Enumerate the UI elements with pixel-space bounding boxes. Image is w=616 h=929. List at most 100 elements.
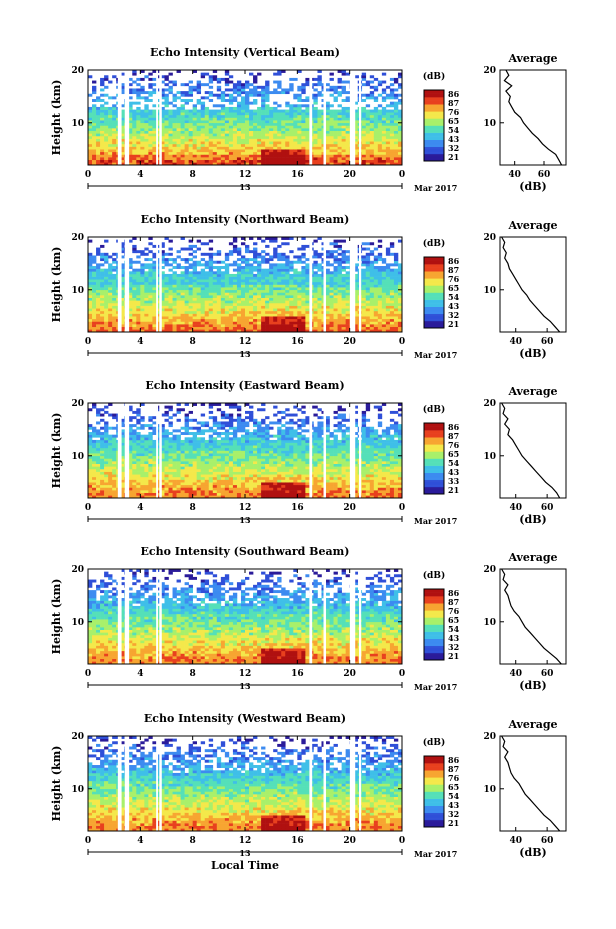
data-gap — [156, 735, 159, 832]
colorbar-segment — [424, 299, 444, 302]
colorbar-tick-label: 21 — [448, 319, 459, 329]
colorbar-segment — [424, 320, 444, 323]
colorbar-segment — [424, 786, 444, 789]
profile-y-tick-label: 20 — [483, 233, 496, 243]
x-tick-label: 0 — [399, 836, 405, 846]
colorbar-segment — [424, 589, 444, 592]
data-gap — [117, 402, 122, 499]
colorbar-segment — [424, 146, 444, 149]
colorbar-title: (dB) — [423, 71, 445, 82]
data-gap — [117, 735, 122, 832]
x-tick-label: 20 — [343, 669, 356, 679]
colorbar-segment — [424, 104, 444, 107]
profile-x-tick-label: 40 — [509, 669, 522, 679]
profile-frame — [499, 402, 567, 499]
x-tick-label: 8 — [190, 337, 196, 347]
x-tick-label: 0 — [399, 669, 405, 679]
colorbar-segment — [424, 486, 444, 489]
colorbar-segment — [424, 784, 444, 787]
profile-y-tick-label: 10 — [483, 286, 496, 296]
profile-x-label: (dB) — [519, 513, 546, 526]
colorbar-segment — [424, 145, 444, 148]
date-label: 13 — [239, 848, 251, 858]
colorbar-segment — [424, 281, 444, 284]
y-tick-label: 20 — [71, 233, 84, 243]
colorbar-segment — [424, 770, 444, 773]
colorbar-segment — [424, 492, 444, 495]
profile-x-label: (dB) — [519, 679, 546, 692]
panel-title: Echo Intensity (Northward Beam) — [141, 213, 350, 226]
y-tick-label: 10 — [71, 618, 84, 628]
profile-line — [501, 735, 561, 832]
date-label: 13 — [239, 182, 251, 192]
colorbar-segment — [424, 98, 444, 101]
colorbar-segment — [424, 326, 444, 329]
colorbar-tick-label: 54 — [448, 125, 460, 135]
colorbar-segment — [424, 651, 444, 654]
colorbar-segment — [424, 756, 444, 759]
colorbar-segment — [424, 120, 444, 123]
colorbar-segment — [424, 615, 444, 618]
y-axis-label: Height (km) — [50, 80, 63, 156]
colorbar-tick-label: 86 — [448, 89, 460, 99]
x-tick-label: 12 — [239, 836, 252, 846]
colorbar-segment — [424, 800, 444, 803]
colorbar-segment — [424, 787, 444, 791]
profile-title: Average — [507, 385, 557, 398]
colorbar-segment — [424, 280, 444, 283]
colorbar-tick-label: 86 — [448, 422, 460, 432]
y-tick-label: 20 — [71, 399, 84, 409]
colorbar-segment — [424, 465, 444, 468]
colorbar-tick-label: 43 — [448, 134, 460, 144]
x-tick-label: 12 — [239, 503, 252, 513]
data-gap — [117, 236, 122, 333]
panel-title: Echo Intensity (Eastward Beam) — [145, 379, 344, 392]
date-suffix: Mar 2017 — [414, 682, 457, 692]
colorbar-segment — [424, 612, 444, 615]
y-axis-label: Height (km) — [50, 579, 63, 655]
heatmap — [88, 736, 403, 832]
colorbar-segment — [424, 322, 444, 325]
data-gap — [124, 236, 130, 333]
colorbar-tick-label: 86 — [448, 256, 460, 266]
colorbar-segment — [424, 123, 444, 126]
colorbar-segment — [424, 460, 444, 463]
colorbar-segment — [424, 308, 444, 311]
y-axis-label: Height (km) — [50, 247, 63, 323]
colorbar-tick-label: 43 — [448, 633, 460, 643]
colorbar-segment — [424, 604, 444, 608]
colorbar-segment — [424, 426, 444, 429]
colorbar-frame — [423, 89, 445, 162]
colorbar-segment — [424, 599, 444, 602]
colorbar-segment — [424, 287, 444, 290]
colorbar-segment — [424, 130, 444, 133]
profile-line — [501, 402, 561, 499]
x-tick-label: 0 — [399, 337, 405, 347]
colorbar-segment — [424, 136, 444, 139]
colorbar-segment — [424, 624, 444, 627]
colorbar-segment — [424, 594, 444, 597]
colorbar-tick-label: 87 — [448, 98, 459, 108]
colorbar-segment — [424, 447, 444, 450]
colorbar-segment — [424, 294, 444, 297]
colorbar-tick-label: 54 — [448, 292, 460, 302]
colorbar-segment — [424, 490, 444, 493]
x-axis-label: Local Time — [211, 859, 279, 872]
profile-frame — [499, 735, 567, 832]
colorbar-title: (dB) — [423, 570, 445, 581]
colorbar-segment — [424, 761, 444, 764]
data-gap — [309, 402, 313, 499]
colorbar-tick-label: 87 — [448, 597, 459, 607]
colorbar-segment — [424, 271, 444, 274]
panel-title: Echo Intensity (Vertical Beam) — [150, 46, 340, 59]
x-tick-label: 0 — [399, 503, 405, 513]
colorbar-frame — [423, 755, 445, 828]
colorbar-segment — [424, 775, 444, 778]
y-tick-label: 10 — [71, 119, 84, 129]
colorbar-segment — [424, 283, 444, 286]
colorbar-segment — [424, 95, 444, 98]
profile-line — [501, 236, 561, 333]
heatmap — [88, 70, 403, 166]
x-tick-label: 0 — [399, 170, 405, 180]
colorbar-segment — [424, 114, 444, 117]
